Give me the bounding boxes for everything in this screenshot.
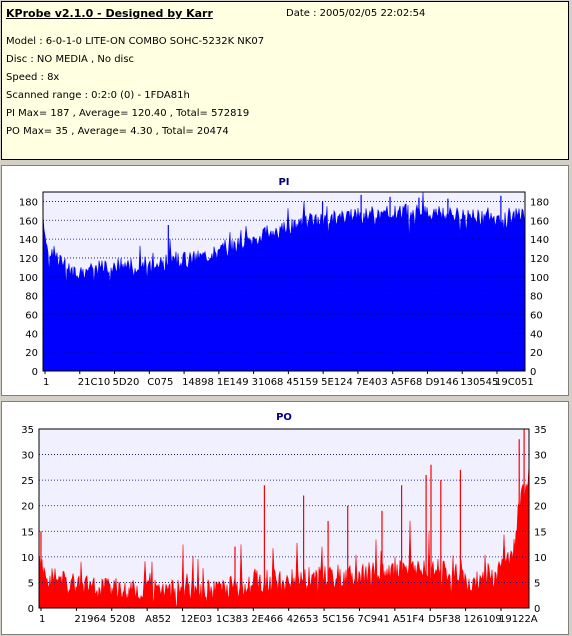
po-ytick-left: 35: [21, 425, 34, 436]
po-ytick-right: 5: [534, 578, 540, 589]
pi-data-area: [42, 191, 526, 372]
pi-ytick-right: 60: [530, 310, 543, 321]
po-chart-title: PO: [276, 412, 292, 423]
pi-xtick-label: C075: [147, 377, 173, 388]
speed-line: Speed : 8x: [6, 72, 60, 83]
po-ytick-left: 30: [21, 451, 34, 462]
pi-ytick-left: 180: [19, 197, 38, 208]
po-xtick-label: 5C156: [322, 614, 354, 625]
pi-xtick-label: 1E149: [217, 377, 249, 388]
po-ytick-left: 20: [21, 502, 34, 513]
pi-chart-title: PI: [278, 177, 289, 188]
pi-ytick-right: 180: [530, 197, 549, 208]
pi-ytick-left: 160: [19, 216, 38, 227]
pi-ytick-right: 20: [530, 348, 543, 359]
app-title: KProbe v2.1.0 - Designed by Karr: [6, 7, 213, 20]
pi-xtick-label: D9146: [425, 377, 458, 388]
po-xtick-label: 2E466: [251, 614, 283, 625]
pi-xtick-label: A5F68: [391, 377, 423, 388]
po-ytick-right: 10: [534, 553, 547, 564]
pi-ytick-left: 60: [25, 310, 38, 321]
pi-plot-frame: [42, 191, 526, 372]
po-xtick-label: 1: [39, 614, 45, 625]
po-xtick-label: D5F38: [428, 614, 461, 625]
pi-xtick-label: 45159: [286, 377, 318, 388]
scanned-range-line: Scanned range : 0:2:0 (0) - 1FDA81h: [6, 90, 190, 101]
po-xtick-label: 5208: [110, 614, 135, 625]
disc-line: Disc : NO MEDIA , No disc: [6, 54, 135, 65]
pi-ytick-right: 120: [530, 254, 549, 265]
po-data-area: [38, 464, 530, 609]
pi-ytick-right: 40: [530, 329, 543, 340]
pi-ytick-right: 140: [530, 235, 549, 246]
pi-xtick-label: 1: [43, 377, 49, 388]
pi-xtick-label: 5D20: [113, 377, 140, 388]
pi-xtick-label: 7E403: [356, 377, 388, 388]
po-ytick-right: 30: [534, 451, 547, 462]
po-summary-line: PO Max= 35 , Average= 4.30 , Total= 2047…: [6, 126, 229, 137]
pi-chart: PI 0 0 20 20 40 40 60 60 80 80 100 100 120 120 140 140 16…: [19, 177, 549, 388]
po-xtick-label: 19122A: [499, 614, 538, 625]
scan-date: Date : 2005/02/05 22:02:54: [286, 8, 426, 19]
po-ytick-left: 5: [28, 578, 34, 589]
po-xtick-label: 21964: [74, 614, 106, 625]
po-ytick-left: 25: [21, 476, 34, 487]
po-xtick-label: 42653: [287, 614, 319, 625]
pi-ytick-left: 140: [19, 235, 38, 246]
po-xtick-label: 1C383: [216, 614, 248, 625]
pi-ytick-left: 100: [19, 273, 38, 284]
po-ytick-left: 10: [21, 553, 34, 564]
po-ytick-left: 15: [21, 527, 34, 538]
pi-xtick-label: 130545: [460, 377, 498, 388]
pi-ytick-left: 80: [25, 292, 38, 303]
pi-xtick-label: 14898: [182, 377, 214, 388]
po-ytick-right: 20: [534, 502, 547, 513]
pi-ytick-left: 20: [25, 348, 38, 359]
po-xtick-label: A51F4: [393, 614, 425, 625]
po-ytick-right: 15: [534, 527, 547, 538]
pi-summary-line: PI Max= 187 , Average= 120.40 , Total= 5…: [6, 108, 250, 119]
po-xtick-label: 12E03: [181, 614, 213, 625]
po-xtick-label: 7C941: [357, 614, 389, 625]
pi-ytick-right: 0: [530, 367, 536, 378]
po-ytick-right: 0: [534, 604, 540, 615]
pi-xtick-label: 19C051: [495, 377, 534, 388]
po-chart-panel: PO 0 0 5 5 10 10 15 15 20 20 25 25 30 30 35 35 1 21964 5208…: [1, 401, 569, 635]
po-xtick-label: 126109: [464, 614, 502, 625]
pi-ytick-left: 40: [25, 329, 38, 340]
po-ytick-right: 35: [534, 425, 547, 436]
po-chart: PO 0 0 5 5 10 10 15 15 20 20 25 25 30 30 35 35 1 21964 5208…: [21, 412, 547, 625]
po-ytick-right: 25: [534, 476, 547, 487]
pi-ytick-right: 80: [530, 292, 543, 303]
po-plot-frame: [38, 428, 530, 609]
pi-chart-panel: PI 0 0 20 20 40 40 60 60 80 80 100 100 120 120 140 140 16…: [1, 165, 569, 396]
pi-ytick-left: 0: [32, 367, 38, 378]
pi-xtick-label: 5E124: [321, 377, 353, 388]
info-panel: KProbe v2.1.0 - Designed by Karr Date : …: [1, 1, 569, 160]
pi-xtick-label: 31068: [252, 377, 284, 388]
model-line: Model : 6-0-1-0 LITE-ON COMBO SOHC-5232K…: [6, 36, 265, 47]
po-xtick-label: A852: [145, 614, 171, 625]
pi-ytick-left: 120: [19, 254, 38, 265]
pi-xtick-label: 21C10: [78, 377, 110, 388]
po-plot-area: [39, 429, 529, 608]
po-ytick-left: 0: [28, 604, 34, 615]
pi-ytick-right: 160: [530, 216, 549, 227]
pi-ytick-right: 100: [530, 273, 549, 284]
